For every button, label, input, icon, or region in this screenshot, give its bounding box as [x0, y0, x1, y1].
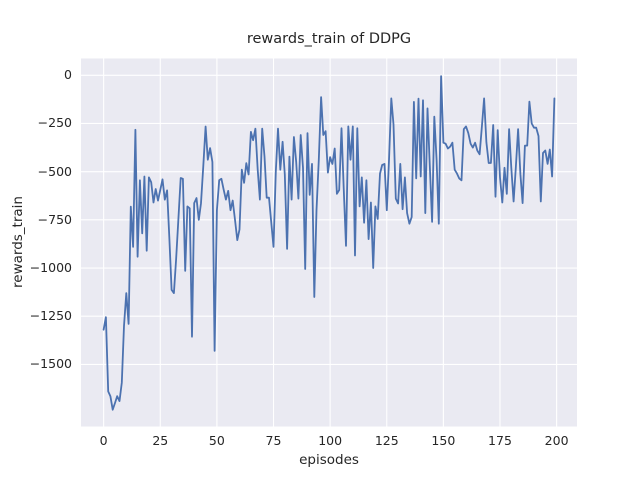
- y-tick-label: −250: [37, 115, 72, 131]
- y-tick-label: −1500: [29, 356, 72, 372]
- x-tick-label: 125: [374, 433, 399, 448]
- x-tick-label: 200: [544, 433, 569, 448]
- data-series: [102, 75, 556, 411]
- y-tick-label: −500: [37, 163, 72, 179]
- plot-area: [81, 58, 577, 427]
- x-tick-label: 100: [318, 433, 343, 448]
- x-tick-label: 175: [488, 433, 512, 448]
- gridlines: [81, 58, 577, 427]
- y-tick-label: −1000: [29, 259, 72, 275]
- y-tick-label: −750: [37, 211, 72, 227]
- x-tick-label: 0: [99, 433, 108, 448]
- x-tick-label: 25: [152, 433, 169, 448]
- x-tick-label: 50: [208, 433, 225, 448]
- x-tick-label: 150: [431, 433, 456, 448]
- data-line: [102, 75, 556, 411]
- x-tick-label: 75: [265, 433, 282, 448]
- y-axis-label: rewards_train: [10, 196, 26, 288]
- y-tick-label: 0: [64, 67, 72, 83]
- x-axis-label: episodes: [299, 452, 359, 468]
- chart-title: rewards_train of DDPG: [246, 31, 412, 47]
- y-tick-label: −1250: [29, 307, 72, 323]
